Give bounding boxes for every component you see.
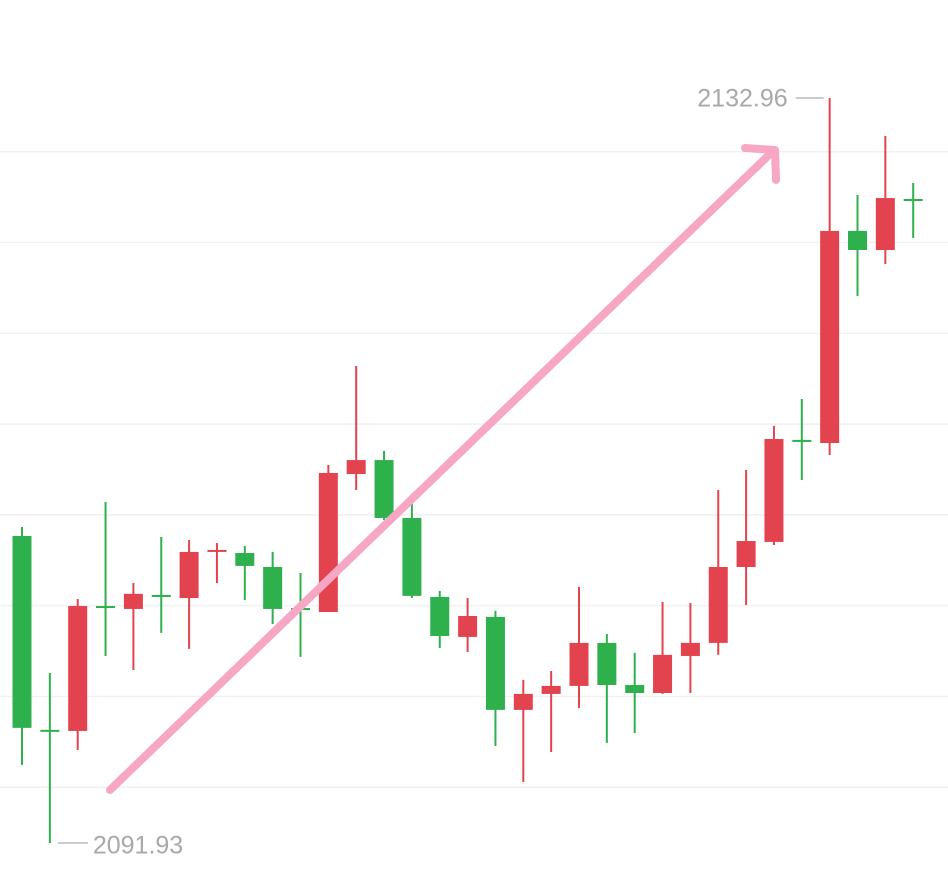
candle-body — [820, 230, 840, 443]
candle-body — [541, 685, 561, 694]
candle-body — [653, 654, 673, 693]
candle-body — [151, 594, 171, 597]
candle-body — [263, 566, 283, 609]
candle-body — [402, 517, 422, 596]
candle-body — [875, 198, 895, 251]
trend-arrow — [106, 148, 776, 794]
labels: 2132.96 2091.93 — [57, 85, 824, 860]
candle-body — [625, 685, 645, 693]
candle-body — [207, 549, 227, 552]
candle-body — [708, 566, 728, 643]
grid — [0, 151, 948, 788]
candle-body — [96, 606, 116, 609]
candle-body — [346, 460, 366, 475]
candle-body — [764, 439, 784, 542]
candle-body — [513, 693, 533, 710]
candle-body — [12, 535, 32, 728]
low-label: 2091.93 — [93, 832, 183, 860]
candles — [12, 98, 923, 843]
candle-body — [680, 642, 700, 656]
candle-body — [430, 596, 450, 636]
candle-body — [569, 642, 589, 686]
candle-body — [903, 198, 923, 201]
candle-body — [68, 606, 88, 731]
candle-body — [485, 616, 505, 710]
candle-body — [597, 642, 617, 686]
candle-body — [235, 553, 255, 566]
candle-body — [123, 593, 143, 609]
candle-body — [40, 729, 60, 732]
candle-body — [848, 230, 867, 251]
candle-body — [736, 541, 756, 567]
candle-body — [458, 616, 478, 637]
candle-body — [374, 460, 394, 518]
candle-body — [179, 551, 199, 599]
candle-body — [792, 439, 812, 442]
high-label: 2132.96 — [697, 85, 787, 113]
trend-arrow-head — [741, 144, 780, 184]
